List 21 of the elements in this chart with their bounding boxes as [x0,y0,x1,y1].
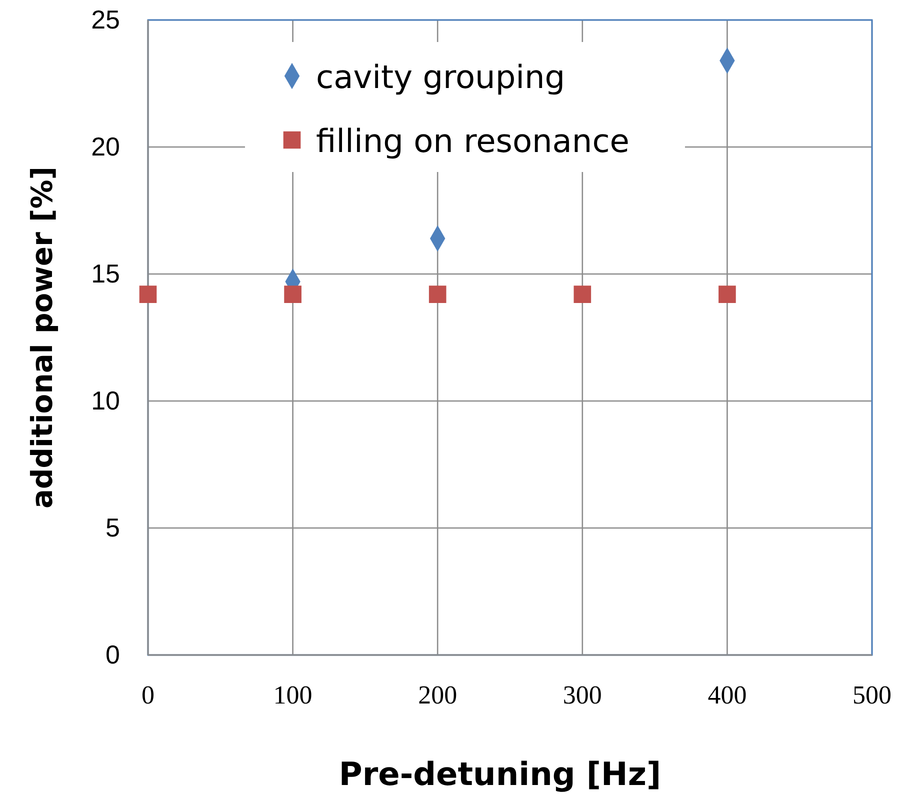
point [139,286,157,303]
x-axis-title: Pre-detuning [Hz] [338,755,662,793]
x-tick-label: 300 [562,680,602,710]
y-tick-label: 5 [106,512,120,542]
x-tick-label: 500 [852,680,892,710]
y-tick-label: 0 [106,639,120,670]
x-tick-label: 0 [142,680,154,710]
y-tick-label: 25 [91,4,120,34]
point [428,286,446,303]
point [718,286,736,303]
legend-label: filling on resonance [316,122,630,160]
x-tick-label: 100 [273,680,312,710]
x-tick-label: 400 [708,680,747,710]
x-tick-label: 200 [418,680,458,710]
y-axis-title: additional power [%] [25,166,59,509]
y-tick-label: 10 [91,385,120,416]
point [284,286,302,303]
y-tick-label: 15 [91,258,120,288]
point [574,286,592,303]
legend-label: cavity grouping [316,58,566,96]
y-tick-label: 20 [91,131,120,162]
